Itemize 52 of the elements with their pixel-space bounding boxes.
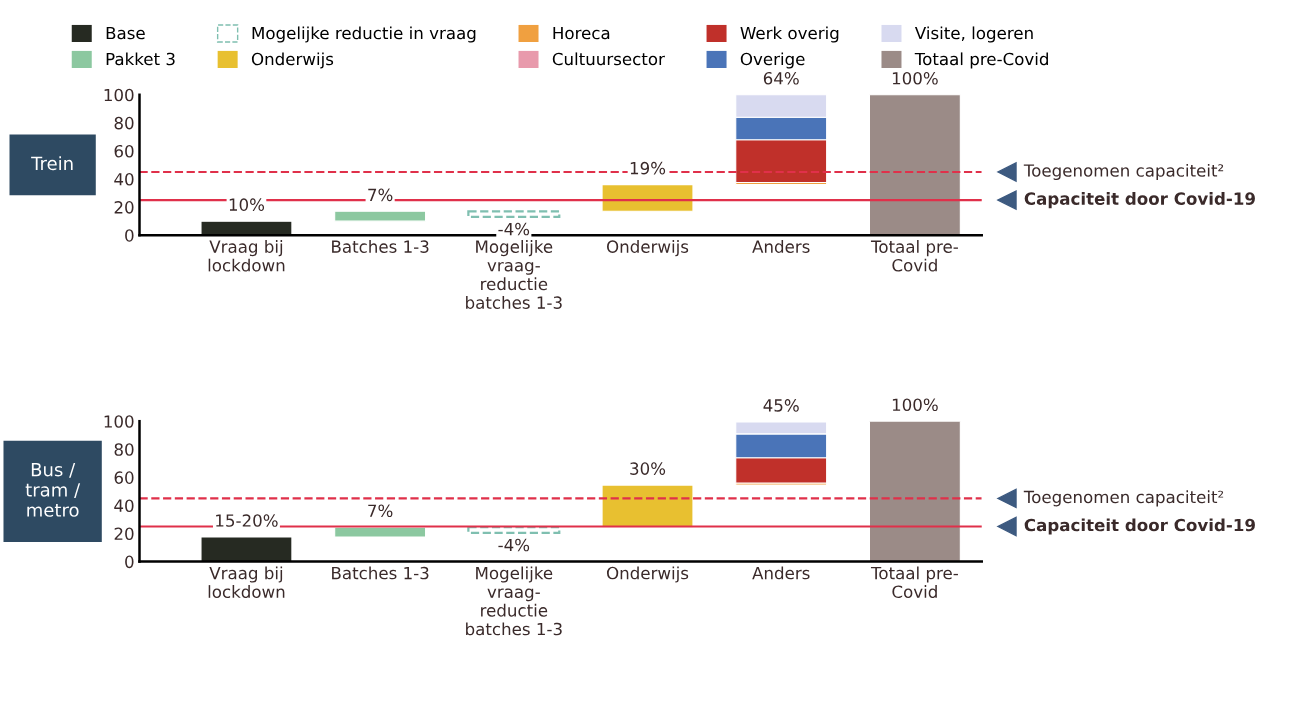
total-label: 7% — [368, 504, 393, 518]
total-label: 7% — [368, 188, 393, 202]
legend-label: Pakket 3 — [106, 52, 175, 66]
legend-label: Horeca — [553, 26, 610, 40]
total-label: 15-20% — [216, 514, 278, 527]
total-label: -4% — [498, 538, 530, 552]
y-tick-label: 20 — [114, 527, 134, 541]
x-tick-label: Vraag bij lockdown — [208, 240, 285, 272]
total-label: -4% — [498, 222, 530, 236]
y-tick-label: 80 — [114, 116, 134, 130]
ref-line-label: Capaciteit door Covid-19 — [1024, 192, 1255, 209]
total-label: 10% — [229, 198, 265, 211]
text: Trein — [31, 156, 73, 171]
text: Bus / tram / metro — [25, 463, 81, 517]
x-tick-label: Batches 1-3 — [332, 240, 429, 253]
y-tick-label: 40 — [114, 172, 134, 186]
y-tick-label: 100 — [104, 88, 134, 102]
total-label: 100% — [892, 71, 938, 85]
y-tick-label: 40 — [114, 499, 134, 513]
y-tick-label: 0 — [125, 229, 134, 242]
x-tick-label: Onderwijs — [606, 566, 689, 583]
x-tick-label: Anders — [752, 240, 810, 253]
total-label: 30% — [630, 462, 666, 475]
y-tick-label: 0 — [125, 555, 134, 569]
legend-label: Cultuursector — [552, 52, 665, 66]
ref-line-label: Toegenomen capaciteit² — [1023, 163, 1224, 181]
total-label: 64% — [763, 71, 799, 85]
y-tick-label: 60 — [114, 144, 134, 158]
x-tick-label: Anders — [752, 566, 810, 580]
legend-label: Overige — [740, 52, 805, 69]
x-tick-label: Batches 1-3 — [332, 566, 429, 580]
x-tick-label: Vraag bij lockdown — [208, 566, 285, 599]
y-tick-label: 60 — [114, 471, 134, 484]
ref-line-label: Capaciteit door Covid-19 — [1024, 518, 1255, 535]
y-tick-label: 100 — [104, 415, 134, 428]
total-label: 19% — [630, 161, 666, 175]
legend-label: Mogelijke reductie in vraag — [252, 26, 476, 43]
ref-line-label: Toegenomen capaciteit² — [1023, 490, 1224, 507]
x-tick-label: Mogelijke vraag- reductie batches 1-3 — [466, 240, 562, 309]
legend-label: Visite, logeren — [914, 26, 1033, 43]
y-tick-label: 80 — [114, 443, 134, 456]
total-label: 45% — [763, 399, 799, 412]
x-tick-label: Onderwijs — [606, 240, 689, 257]
total-label: 100% — [892, 398, 938, 412]
x-tick-label: Totaal pre- Covid — [870, 240, 958, 272]
y-tick-label: 20 — [114, 201, 134, 214]
legend-label: Totaal pre-Covid — [914, 52, 1048, 69]
x-tick-label: Totaal pre- Covid — [870, 566, 958, 599]
x-tick-label: Mogelijke vraag- reductie batches 1-3 — [466, 566, 562, 636]
legend-label: Onderwijs — [251, 52, 334, 69]
legend-label: Base — [106, 26, 145, 40]
legend-label: Werk overig — [740, 26, 839, 43]
